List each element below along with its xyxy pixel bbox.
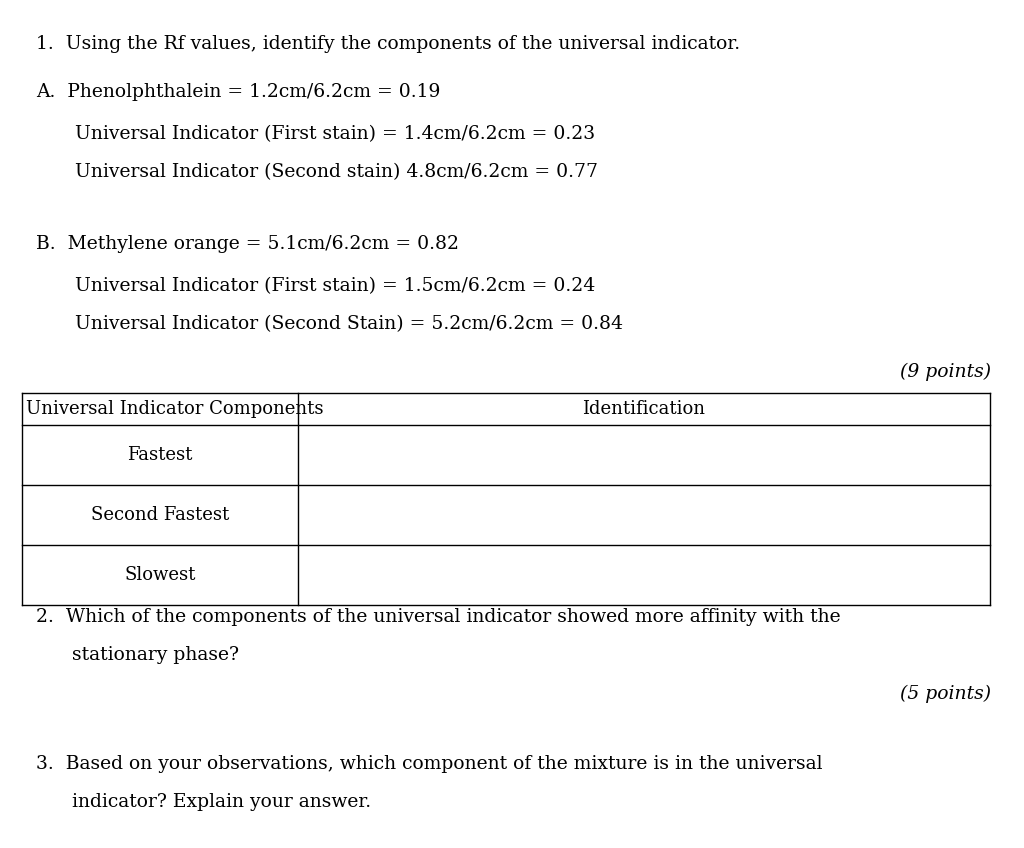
Text: Second Fastest: Second Fastest [91, 506, 229, 524]
Text: (9 points): (9 points) [900, 363, 991, 382]
Text: indicator? Explain your answer.: indicator? Explain your answer. [36, 793, 371, 811]
Text: 3.  Based on your observations, which component of the mixture is in the univers: 3. Based on your observations, which com… [36, 755, 822, 773]
Text: Universal Indicator (First stain) = 1.5cm/6.2cm = 0.24: Universal Indicator (First stain) = 1.5c… [75, 277, 595, 295]
Text: Universal Indicator (First stain) = 1.4cm/6.2cm = 0.23: Universal Indicator (First stain) = 1.4c… [75, 125, 595, 143]
Text: Universal Indicator Components: Universal Indicator Components [26, 400, 324, 418]
Text: Slowest: Slowest [124, 566, 196, 584]
Text: A.  Phenolphthalein = 1.2cm/6.2cm = 0.19: A. Phenolphthalein = 1.2cm/6.2cm = 0.19 [36, 83, 440, 101]
Text: stationary phase?: stationary phase? [36, 646, 239, 664]
Text: 1.  Using the Rf values, identify the components of the universal indicator.: 1. Using the Rf values, identify the com… [36, 35, 740, 53]
Text: Fastest: Fastest [127, 446, 193, 464]
Text: Identification: Identification [583, 400, 706, 418]
Text: 2.  Which of the components of the universal indicator showed more affinity with: 2. Which of the components of the univer… [36, 608, 841, 626]
Text: Universal Indicator (Second Stain) = 5.2cm/6.2cm = 0.84: Universal Indicator (Second Stain) = 5.2… [75, 315, 623, 333]
Text: (5 points): (5 points) [900, 685, 991, 703]
Text: Universal Indicator (Second stain) 4.8cm/6.2cm = 0.77: Universal Indicator (Second stain) 4.8cm… [75, 163, 598, 181]
Text: B.  Methylene orange = 5.1cm/6.2cm = 0.82: B. Methylene orange = 5.1cm/6.2cm = 0.82 [36, 235, 459, 253]
